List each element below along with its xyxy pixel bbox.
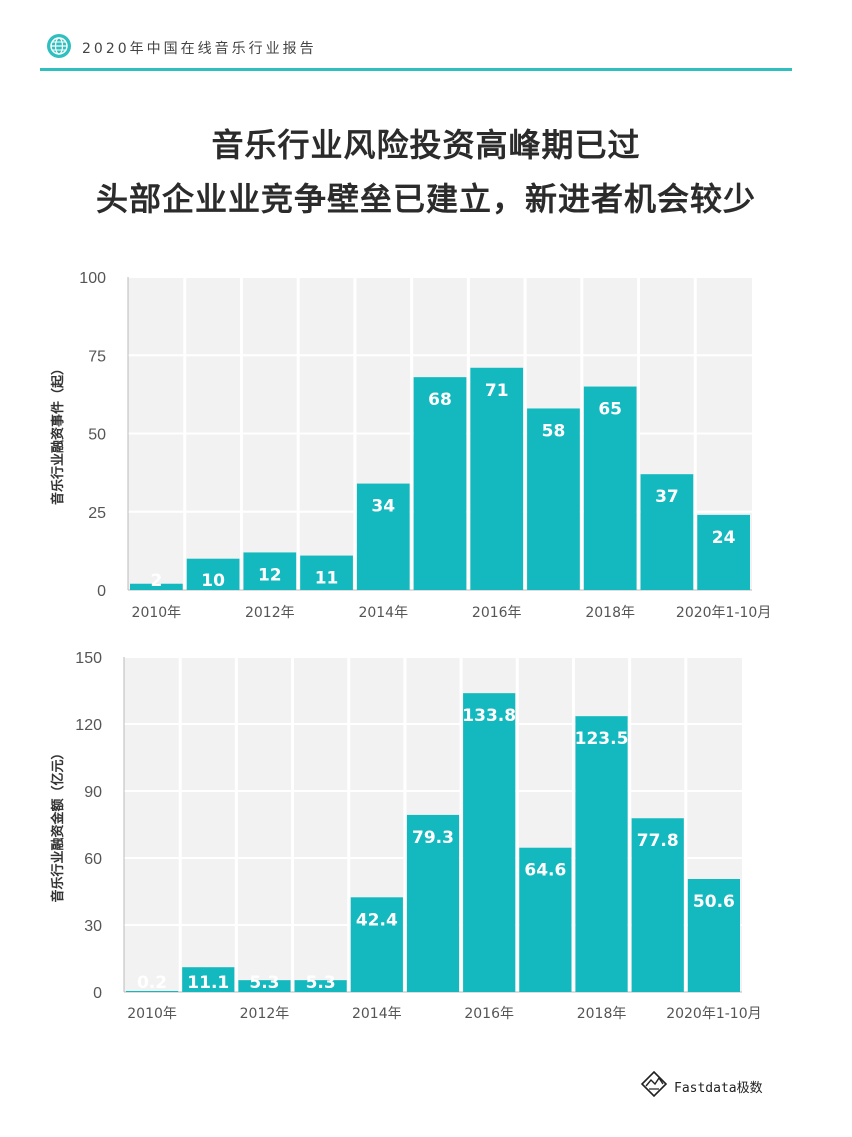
data-label: 50.6 <box>693 892 735 912</box>
data-label: 37 <box>655 487 679 507</box>
bar <box>238 980 291 992</box>
fastdata-logo-icon <box>640 1070 668 1102</box>
y-tick-label: 60 <box>84 851 102 868</box>
x-tick-label: 2010年 <box>127 1006 177 1022</box>
data-label: 71 <box>485 381 509 401</box>
data-label: 34 <box>371 497 395 517</box>
bar <box>527 408 580 590</box>
x-tick-label: 2016年 <box>464 1006 514 1022</box>
data-label: 64.6 <box>524 861 566 881</box>
y-tick-label: 100 <box>79 270 106 287</box>
x-tick-label: 2016年 <box>472 605 522 621</box>
bar <box>406 814 460 992</box>
bar <box>697 514 750 590</box>
report-header: 2020年中国在线音乐行业报告 <box>46 34 317 62</box>
funding-events-chart: 0 25 50 75 100 2 10 12 11 34 68 71 58 65 37 24 2010年 2012… <box>50 270 771 621</box>
data-label: 5.3 <box>249 973 279 993</box>
y-axis-title: 音乐行业融资事件（起） <box>50 362 66 505</box>
y-tick-label: 75 <box>88 348 106 365</box>
brand-name: Fastdata极数 <box>674 1080 763 1096</box>
x-tick-label: 2018年 <box>577 1006 627 1022</box>
funding-amount-chart: 0 30 60 90 120 150 0.2 11.1 5.3 5.3 42.4 79.3 133.8 6… <box>50 650 762 1022</box>
footer-brand: Fastdata极数 <box>640 1070 763 1102</box>
y-tick-label: 120 <box>75 717 102 734</box>
bar <box>300 555 353 590</box>
data-label: 11.1 <box>187 973 229 993</box>
data-label: 0.2 <box>137 973 167 993</box>
x-tick-label: 2010年 <box>132 605 182 621</box>
data-label: 12 <box>258 565 282 585</box>
main-title-line2: 头部企业业竞争壁垒已建立，新进者机会较少 <box>95 180 756 218</box>
data-label: 11 <box>315 569 339 589</box>
data-label: 5.3 <box>306 973 336 993</box>
bar <box>126 991 179 992</box>
y-tick-label: 150 <box>75 650 102 667</box>
data-label: 10 <box>201 571 225 591</box>
bar <box>294 980 347 992</box>
data-label: 77.8 <box>637 831 679 851</box>
bar <box>640 474 694 590</box>
y-tick-label: 30 <box>84 918 102 935</box>
x-tick-label: 2014年 <box>352 1006 402 1022</box>
bar <box>519 847 572 992</box>
data-label: 2 <box>150 571 162 591</box>
bar <box>243 552 297 590</box>
data-label: 65 <box>598 400 622 420</box>
bar <box>350 897 403 992</box>
bar <box>463 693 516 992</box>
report-title: 2020年中国在线音乐行业报告 <box>82 41 317 57</box>
bar <box>186 558 240 590</box>
bar <box>130 583 183 590</box>
bar <box>687 878 740 992</box>
main-title-line1: 音乐行业风险投资高峰期已过 <box>211 126 641 164</box>
bar <box>583 386 637 590</box>
data-label: 42.4 <box>356 910 398 930</box>
data-label: 79.3 <box>412 828 454 848</box>
bar <box>182 967 235 992</box>
x-tick-label: 2012年 <box>240 1006 290 1022</box>
data-label: 123.5 <box>575 729 629 749</box>
bar <box>356 483 410 590</box>
bar <box>413 377 467 590</box>
data-label: 24 <box>712 528 736 548</box>
y-tick-label: 0 <box>97 583 106 600</box>
y-tick-label: 90 <box>84 784 102 801</box>
data-label: 68 <box>428 390 452 410</box>
x-tick-label: 2020年1-10月 <box>676 605 771 621</box>
globe-icon <box>46 33 72 63</box>
data-label: 133.8 <box>462 706 516 726</box>
x-tick-label: 2014年 <box>358 605 408 621</box>
y-axis-title: 音乐行业融资金额（亿元） <box>50 746 66 902</box>
x-tick-label: 2020年1-10月 <box>666 1006 761 1022</box>
header-divider <box>40 68 792 71</box>
bar <box>631 818 684 992</box>
bar <box>575 716 628 992</box>
x-tick-label: 2012年 <box>245 605 295 621</box>
x-tick-label: 2018年 <box>585 605 635 621</box>
y-tick-label: 50 <box>88 427 106 444</box>
bar <box>470 367 524 590</box>
data-label: 58 <box>542 421 566 441</box>
y-tick-label: 0 <box>93 985 102 1002</box>
y-tick-label: 25 <box>88 505 106 522</box>
